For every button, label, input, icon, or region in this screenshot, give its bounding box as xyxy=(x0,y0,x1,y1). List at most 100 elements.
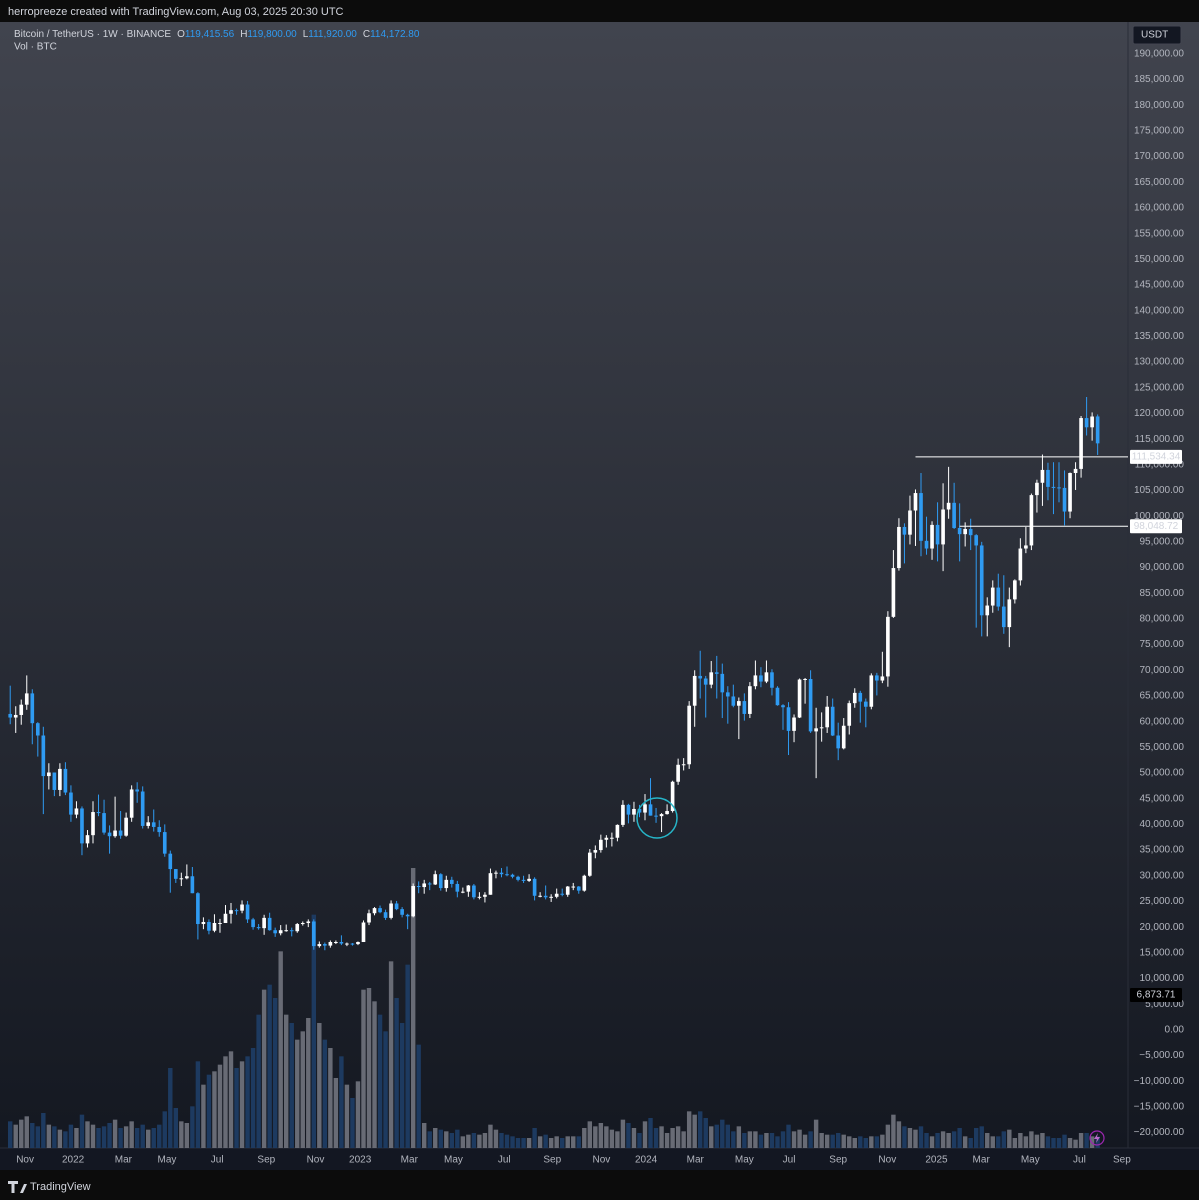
y-tick-label: 90,000.00 xyxy=(1140,562,1185,573)
volume-bar xyxy=(1023,1136,1029,1148)
volume-bar xyxy=(405,964,410,1148)
candle-body xyxy=(422,883,427,888)
footer-bar xyxy=(0,1170,1199,1200)
x-tick-label: Sep xyxy=(257,1155,275,1166)
candle-body xyxy=(621,804,625,825)
x-tick-label: May xyxy=(444,1155,463,1166)
candle-body xyxy=(643,804,647,813)
volume-bar xyxy=(317,1023,322,1148)
candle-body xyxy=(703,678,708,685)
candle-body xyxy=(47,772,51,777)
candle-body xyxy=(306,921,311,924)
volume-bar xyxy=(162,1111,167,1148)
volume-bar xyxy=(1051,1138,1056,1148)
candle-body xyxy=(317,944,322,947)
volume-bar xyxy=(13,1124,18,1148)
volume-bar xyxy=(587,1121,593,1148)
candle-body xyxy=(863,701,868,707)
candle-body xyxy=(985,605,990,616)
candle-body xyxy=(792,717,796,731)
ohlc-value: 114,172.80 xyxy=(370,29,420,40)
volume-bar xyxy=(333,1078,339,1148)
candle-body xyxy=(836,735,841,749)
volume-bar xyxy=(322,1039,328,1148)
candle-body xyxy=(665,811,669,815)
volume-bar xyxy=(179,1121,184,1148)
volume-bar xyxy=(455,1129,460,1148)
candle-body xyxy=(13,714,18,718)
candle-body xyxy=(742,701,747,714)
candle-body xyxy=(168,853,173,870)
candle-body xyxy=(1013,580,1017,600)
axis-layer: 190,000.00 185,000.00 180,000.00 175,000.00… xyxy=(16,48,1184,1165)
volume-bar xyxy=(267,984,272,1148)
volume-bar xyxy=(107,1123,112,1148)
y-tick-label: 5,000.00 xyxy=(1145,999,1184,1010)
volume-bar xyxy=(261,989,267,1148)
x-tick-label: Sep xyxy=(829,1155,847,1166)
candle-body xyxy=(748,686,752,714)
volume-bar xyxy=(366,988,372,1148)
volume-bar xyxy=(212,1071,217,1148)
volume-label-box xyxy=(1130,988,1182,1002)
y-tick-label: −15,000.00 xyxy=(1134,1102,1185,1113)
candle-body xyxy=(941,509,945,545)
candle-body xyxy=(24,693,29,705)
volume-bar xyxy=(1084,1133,1089,1148)
volume-bar xyxy=(824,1134,830,1148)
candle-body xyxy=(521,879,526,881)
volume-bar xyxy=(813,1119,819,1148)
candle-body xyxy=(560,893,565,895)
candle-body xyxy=(212,923,217,931)
volume-bar xyxy=(709,1126,714,1148)
volume-bar xyxy=(311,914,317,1148)
candle-body xyxy=(681,764,686,766)
volume-bar xyxy=(929,1136,935,1148)
y-tick-label: 175,000.00 xyxy=(1134,126,1184,137)
volume-bar xyxy=(642,1121,648,1148)
candle-body xyxy=(311,921,316,947)
candle-body xyxy=(278,930,283,934)
volume-bar xyxy=(747,1131,753,1148)
candle-body xyxy=(58,768,62,790)
candle-body xyxy=(207,921,211,931)
candle-body xyxy=(41,735,46,777)
volume-bar xyxy=(35,1126,41,1148)
candle-body xyxy=(902,526,907,535)
candle-body xyxy=(808,679,813,732)
volume-bar xyxy=(377,1014,383,1148)
volume-bar xyxy=(686,1111,692,1148)
candle-body xyxy=(886,616,890,677)
volume-bar xyxy=(615,1131,620,1148)
candle-body xyxy=(714,672,719,674)
volume-bar xyxy=(802,1134,808,1148)
candle-body xyxy=(234,910,239,912)
volume-bar xyxy=(223,1056,228,1148)
candle-body xyxy=(759,675,763,682)
volume-bar xyxy=(1034,1134,1040,1148)
candle-body xyxy=(162,832,167,854)
y-tick-label: 165,000.00 xyxy=(1134,177,1184,188)
volume-bar xyxy=(151,1128,156,1148)
alert-icon[interactable] xyxy=(1089,1130,1105,1146)
candle-body xyxy=(692,675,697,706)
y-tick-label: 80,000.00 xyxy=(1140,614,1185,625)
candle-body xyxy=(858,692,863,702)
y-tick-label: 150,000.00 xyxy=(1134,254,1184,265)
ohlc-label: L xyxy=(303,29,309,40)
volume-bar xyxy=(427,1131,432,1148)
candle-body xyxy=(670,781,675,812)
candle-body xyxy=(676,764,680,782)
volume-bar xyxy=(394,998,399,1148)
volume-bar xyxy=(195,1061,201,1148)
x-tick-label: Jul xyxy=(211,1155,224,1166)
x-tick-label: Sep xyxy=(543,1155,561,1166)
volume-bar xyxy=(554,1136,559,1148)
candle-body xyxy=(963,529,967,535)
volume-bar xyxy=(543,1134,548,1148)
candle-body xyxy=(852,692,857,704)
time-axis xyxy=(0,1148,1199,1170)
y-tick-label: 185,000.00 xyxy=(1134,74,1184,85)
volume-bar xyxy=(1045,1136,1051,1148)
symbol: Bitcoin / TetherUS · 1W · BINANCE xyxy=(14,29,171,40)
